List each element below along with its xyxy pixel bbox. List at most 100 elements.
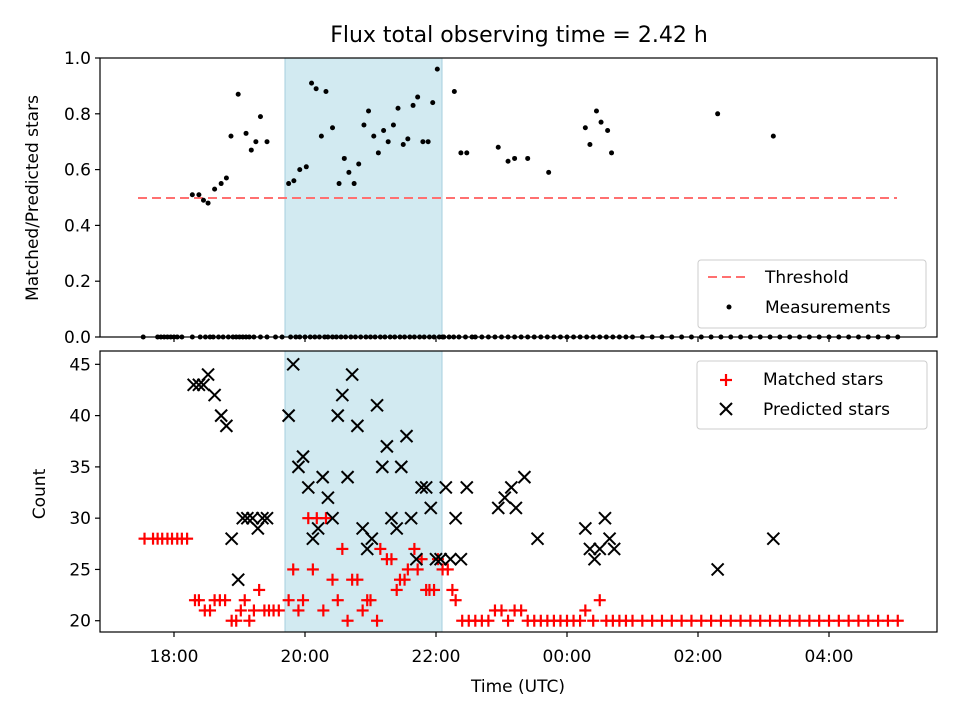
threshold-legend-label: Threshold bbox=[764, 268, 849, 288]
predicted-star-marker bbox=[424, 501, 438, 515]
x-tick-label: 04:00 bbox=[805, 647, 854, 667]
measurement-point bbox=[593, 108, 599, 114]
matched-star-marker bbox=[230, 614, 243, 627]
predicted-star-marker bbox=[710, 562, 725, 577]
predicted-star-marker bbox=[311, 521, 325, 536]
matched-star-marker bbox=[272, 604, 285, 617]
measurement-point bbox=[291, 178, 297, 184]
matched-star-marker bbox=[495, 604, 508, 617]
measurement-point bbox=[715, 111, 721, 117]
measurement-point bbox=[458, 150, 464, 156]
measurement-point bbox=[356, 161, 362, 167]
measurement-point bbox=[390, 122, 396, 128]
predicted-star-marker bbox=[766, 531, 781, 546]
predicted-star-marker bbox=[583, 542, 597, 556]
matched-star-marker bbox=[317, 604, 330, 617]
measurement-point bbox=[218, 181, 224, 187]
measurement-point bbox=[371, 133, 377, 139]
measurement-point bbox=[346, 169, 352, 175]
matched-star-marker bbox=[297, 594, 310, 607]
measurement-point bbox=[770, 133, 776, 139]
predicted-star-marker bbox=[439, 480, 453, 495]
bottom-y-tick-label: 20 bbox=[69, 612, 91, 632]
matched-star-marker bbox=[891, 614, 904, 627]
matched-star-marker bbox=[356, 604, 369, 617]
measurement-point bbox=[200, 197, 206, 203]
predicted-star-marker bbox=[517, 470, 532, 484]
measurement-point bbox=[336, 181, 342, 187]
predicted-star-marker bbox=[236, 511, 250, 525]
matched-legend-marker bbox=[720, 374, 732, 386]
x-axis-label: Time (UTC) bbox=[470, 677, 565, 697]
measurement-point bbox=[309, 80, 315, 86]
measurement-point bbox=[361, 122, 367, 128]
predicted-star-marker bbox=[201, 367, 215, 382]
measurement-point bbox=[212, 186, 218, 192]
predicted-star-marker bbox=[607, 542, 621, 556]
top-y-label: Matched/Predicted stars bbox=[23, 95, 43, 301]
measurement-point bbox=[297, 167, 303, 173]
matched-star-marker bbox=[374, 542, 387, 555]
matched-star-marker bbox=[306, 563, 319, 576]
predicted-star-marker bbox=[331, 408, 345, 423]
predicted-star-marker bbox=[454, 552, 468, 566]
top-y-tick-label: 0.8 bbox=[64, 105, 91, 125]
matched-star-marker bbox=[593, 594, 606, 607]
top-legend-box bbox=[697, 259, 927, 329]
matched-legend-label: Matched stars bbox=[763, 370, 883, 390]
predicted-star-marker bbox=[335, 388, 350, 402]
measurement-point bbox=[505, 158, 511, 164]
predicted-star-marker bbox=[598, 511, 612, 525]
measurement-point bbox=[366, 108, 372, 114]
measurement-point bbox=[605, 128, 611, 134]
predicted-star-marker bbox=[350, 419, 365, 433]
predicted-star-marker bbox=[281, 408, 296, 423]
predicted-legend-marker bbox=[719, 402, 733, 416]
matched-star-marker bbox=[482, 614, 495, 627]
matched-star-marker bbox=[282, 594, 295, 607]
predicted-stars-markers bbox=[186, 357, 781, 587]
predicted-star-marker bbox=[602, 531, 617, 546]
top-y-tick-label: 0.4 bbox=[64, 216, 91, 236]
predicted-star-marker bbox=[196, 378, 211, 392]
predicted-star-marker bbox=[345, 367, 359, 382]
matched-star-marker bbox=[579, 604, 592, 617]
matched-star-marker bbox=[587, 614, 600, 627]
predicted-star-marker bbox=[245, 511, 260, 525]
bottom-y-tick-label: 45 bbox=[69, 355, 91, 375]
top-panel: 0.0 0.2 0.4 0.6 0.8 1.0 Matched/Predicted sta… bbox=[23, 49, 938, 348]
matched-star-marker bbox=[449, 594, 462, 607]
bottom-y-tick-label: 25 bbox=[69, 560, 91, 580]
top-y-tick-label: 1.0 bbox=[64, 49, 91, 69]
predicted-star-marker bbox=[260, 511, 274, 525]
measurement-point bbox=[410, 102, 416, 108]
measurement-point bbox=[525, 155, 531, 161]
predicted-star-marker bbox=[380, 439, 394, 454]
predicted-star-marker bbox=[498, 490, 512, 505]
matched-star-marker bbox=[515, 604, 528, 617]
predicted-star-marker bbox=[186, 378, 201, 392]
top-y-tick-label: 0.6 bbox=[64, 161, 91, 181]
predicted-star-marker bbox=[321, 490, 335, 505]
measurement-point bbox=[286, 181, 292, 187]
x-tick-label: 22:00 bbox=[412, 647, 461, 667]
predicted-star-marker bbox=[240, 511, 255, 525]
measurement-point bbox=[303, 164, 309, 170]
matched-star-marker bbox=[574, 614, 587, 627]
predicted-legend-label: Predicted stars bbox=[763, 400, 890, 420]
matched-star-marker bbox=[219, 594, 232, 607]
matched-star-marker bbox=[364, 594, 377, 607]
predicted-star-marker bbox=[291, 460, 306, 474]
measurement-point bbox=[323, 88, 329, 94]
top-legend: Threshold Measurements bbox=[697, 259, 927, 329]
measurement-point bbox=[425, 139, 431, 145]
matched-star-marker bbox=[253, 583, 266, 596]
predicted-star-marker bbox=[504, 480, 519, 495]
measurement-point bbox=[196, 192, 202, 198]
matched-star-marker bbox=[371, 614, 384, 627]
predicted-star-marker bbox=[404, 511, 418, 525]
measurement-point bbox=[420, 139, 426, 145]
predicted-star-marker bbox=[419, 480, 433, 495]
measurement-point bbox=[587, 141, 593, 147]
measurement-point bbox=[405, 136, 411, 142]
